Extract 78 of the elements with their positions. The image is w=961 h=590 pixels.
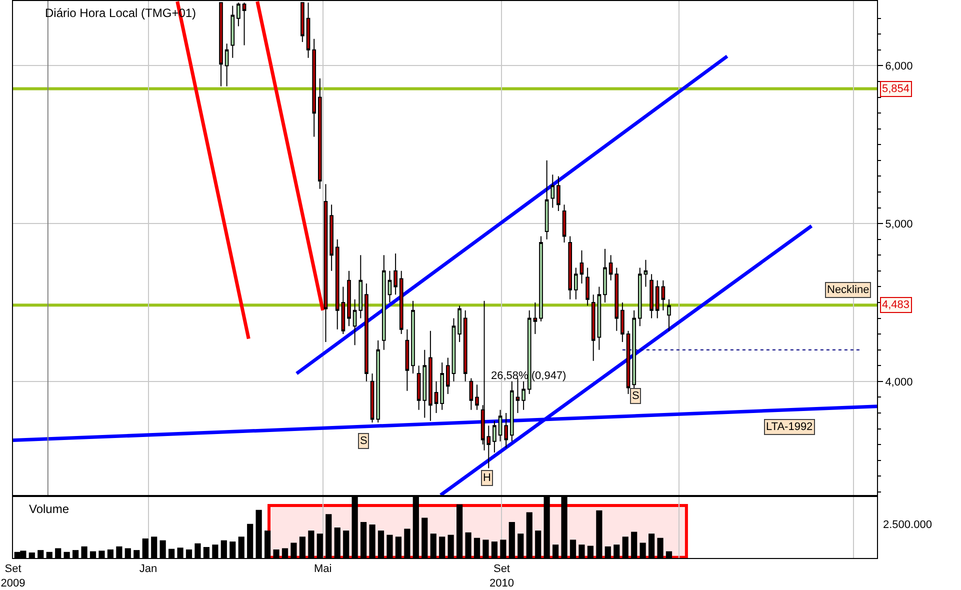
- candlestick: [347, 270, 351, 327]
- candlestick: [358, 254, 363, 319]
- x-tick-label: Set 2009: [0, 563, 26, 590]
- candlestick: [580, 250, 584, 284]
- candlestick: [335, 238, 340, 330]
- candlestick: [388, 270, 392, 303]
- ref-line-label: 5,854: [882, 83, 910, 95]
- candlestick: [382, 254, 386, 350]
- candlestick: [661, 280, 666, 311]
- candlestick: [597, 286, 602, 350]
- candlestick: [492, 420, 496, 453]
- candlestick: [638, 267, 642, 327]
- candlestick: [434, 380, 438, 414]
- y-tick-label: 6,000: [885, 60, 913, 73]
- candlestick: [510, 380, 514, 442]
- candlestick: [416, 365, 421, 410]
- candlestick: [498, 409, 502, 442]
- annotation: H: [483, 472, 491, 484]
- candlestick: [318, 78, 322, 190]
- candlestick: [405, 328, 410, 392]
- candlestick: [312, 38, 316, 138]
- candlestick: [603, 248, 607, 303]
- candlestick: [330, 204, 334, 272]
- candlestick: [620, 302, 624, 342]
- candlestick: [411, 300, 415, 374]
- candlestick: [394, 253, 398, 296]
- candlestick: [475, 384, 479, 410]
- annotation: LTA-1992: [766, 421, 813, 433]
- text: Volume: [29, 502, 70, 516]
- annotation: S: [360, 435, 368, 447]
- candlestick: [522, 380, 526, 410]
- candlestick: [556, 176, 560, 212]
- x-tick-label: Set 2010: [489, 563, 514, 590]
- candlestick: [422, 349, 427, 418]
- text: 2.500.000: [883, 519, 932, 531]
- candlestick: [399, 270, 404, 335]
- candlestick: [230, 5, 235, 58]
- candlestick: [440, 362, 444, 410]
- y-tick-label: 5,000: [885, 218, 913, 230]
- candlestick: [527, 310, 532, 395]
- candlestick: [428, 330, 432, 422]
- candlestick: [341, 286, 346, 335]
- candlestick: [452, 318, 456, 382]
- candlestick: [324, 184, 328, 342]
- candlestick: [224, 43, 229, 87]
- candlestick: [539, 236, 543, 322]
- candlestick: [568, 236, 572, 300]
- candlestick: [352, 298, 357, 346]
- candlestick: [574, 267, 578, 300]
- candlestick: [533, 302, 538, 335]
- candlestick: [364, 283, 368, 382]
- candlestick: [608, 254, 613, 281]
- candlestick: [667, 298, 671, 332]
- candlestick: [586, 267, 590, 306]
- ref-line-label: 4,483: [882, 299, 910, 311]
- candlestick: [463, 310, 468, 382]
- candlestick: [550, 174, 555, 208]
- annotation: S: [632, 390, 640, 402]
- candlestick: [376, 340, 380, 423]
- candlestick: [504, 412, 508, 448]
- candlestick: [655, 280, 660, 319]
- candlestick: [626, 330, 630, 395]
- candlestick: [614, 267, 619, 332]
- candlestick: [370, 373, 374, 423]
- candlestick: [644, 259, 648, 288]
- candlestick: [650, 274, 654, 319]
- candlestick: [591, 294, 596, 362]
- x-tick-label: Jan: [139, 563, 158, 576]
- candlestick: [469, 378, 474, 410]
- candlestick: [632, 310, 636, 390]
- candlestick: [458, 305, 462, 342]
- candlestick: [562, 204, 566, 243]
- annotation: Neckline: [827, 284, 870, 296]
- candlestick: [446, 357, 450, 395]
- x-tick-label: Mai: [314, 563, 332, 576]
- series-label: 26,58% (0,947): [491, 370, 566, 382]
- candlestick: [544, 160, 549, 240]
- y-tick-label: 4,000: [885, 376, 913, 388]
